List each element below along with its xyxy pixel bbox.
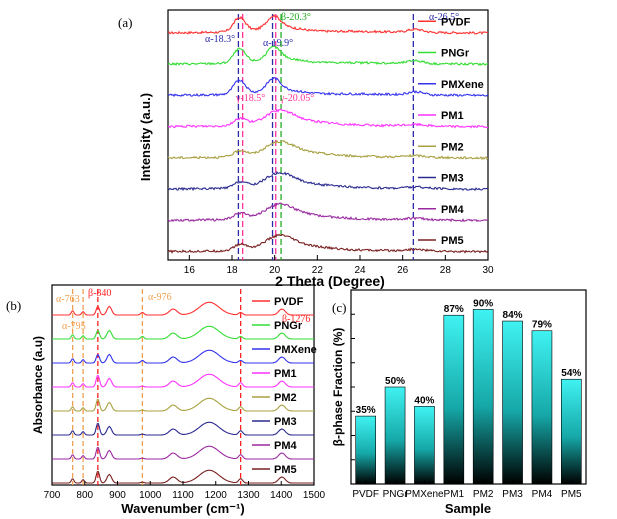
b-legend-label: PM3 — [274, 416, 297, 428]
b-xtick-label: 900 — [109, 490, 126, 501]
b-series-pm3-line — [52, 421, 314, 436]
b-series-pm1-line — [52, 373, 314, 388]
panel-a-frame — [167, 9, 489, 261]
b-xtick-label: 1200 — [205, 490, 228, 501]
c-bar-value-label: 40% — [414, 395, 434, 406]
a-series-pvdf-line — [167, 14, 489, 35]
a-series-pm2-line — [167, 139, 489, 161]
a-xtick-label: 18 — [226, 265, 238, 276]
c-bar-pmxene — [414, 406, 435, 485]
a-legend-label: PM1 — [441, 110, 464, 122]
a-ref-annotation: γ-20.05° — [279, 93, 314, 104]
b-ref-annotation: β-840 — [88, 288, 111, 299]
a-legend-label: PVDF — [441, 16, 471, 28]
a-series-pm5-line — [167, 233, 489, 254]
b-legend-label: PM1 — [274, 368, 297, 380]
a-series-pm1-line — [167, 108, 489, 129]
b-series-pvdf-line — [52, 301, 314, 316]
a-legend-label: PM4 — [441, 204, 465, 216]
c-bar-pm2 — [472, 309, 494, 485]
panel-c-ylabel: β-phase Fraction (%) — [331, 328, 345, 447]
a-xtick-label: 20 — [269, 265, 281, 276]
a-ref-annotation: α-26.5° — [429, 12, 459, 23]
a-legend-label: PMXene — [441, 79, 484, 91]
a-xtick-label: 16 — [184, 265, 196, 276]
b-ref-annotation: α-763 — [56, 294, 80, 305]
b-xtick-label: 800 — [76, 490, 93, 501]
a-ref-annotation: γ-18.5° — [235, 93, 265, 104]
c-bar-pvdf — [355, 415, 376, 485]
panel-b-xlabel: Wavenumber (cm⁻¹) — [121, 501, 244, 516]
c-bar-value-label: 35% — [356, 405, 376, 416]
panel-a-ylabel: Intensity (a.u.) — [138, 93, 153, 181]
c-bar-pm5 — [561, 378, 582, 485]
b-xtick-label: 1000 — [139, 490, 162, 501]
panel-b-ylabel: Absorbance (a.u) — [31, 336, 45, 434]
c-bar-value-label: 54% — [561, 368, 581, 379]
a-series-pm3-line — [167, 171, 489, 192]
c-bar-pm1 — [443, 314, 465, 485]
c-bar-value-label: 87% — [444, 304, 464, 315]
b-legend-label: PM5 — [274, 464, 297, 476]
c-xtick-label: PM5 — [561, 489, 582, 500]
a-xtick-label: 28 — [440, 265, 452, 276]
panel-b-label: (b) — [6, 298, 21, 313]
c-bar-pngr — [384, 386, 406, 485]
a-ref-annotation: β-20.3° — [281, 12, 311, 23]
a-series-pngr-line — [167, 45, 489, 67]
c-xtick-label: PVDF — [352, 489, 379, 500]
b-xtick-label: 700 — [44, 490, 61, 501]
b-xtick-label: 1300 — [237, 490, 260, 501]
b-ref-annotation: α-795 — [62, 321, 86, 332]
a-xtick-label: 22 — [312, 265, 324, 276]
b-series-pmxene-line — [52, 349, 314, 364]
a-legend-label: PM2 — [441, 141, 464, 153]
a-series-pmxene-line — [167, 76, 489, 98]
a-ref-annotation: α-19.9° — [263, 38, 293, 49]
c-xtick-label: PNGr — [383, 489, 409, 500]
b-legend-label: PNGr — [274, 320, 303, 332]
c-xtick-label: PM3 — [502, 489, 523, 500]
b-series-pm4-line — [52, 445, 314, 460]
c-bar-value-label: 84% — [503, 310, 523, 321]
a-series-pm4-line — [167, 202, 489, 223]
c-bar-pm3 — [502, 320, 523, 485]
b-series-pngr-line — [52, 325, 314, 340]
b-xtick-label: 1500 — [303, 490, 326, 501]
a-xtick-label: 26 — [397, 265, 409, 276]
a-legend-label: PM5 — [441, 235, 464, 247]
c-xtick-label: PMXene — [405, 489, 444, 500]
b-legend-label: PM4 — [274, 440, 298, 452]
a-legend-label: PNGr — [441, 48, 470, 60]
c-bar-value-label: 50% — [385, 376, 405, 387]
panel-c-xlabel: Sample — [445, 501, 491, 516]
a-ref-annotation: α-18.3° — [205, 34, 235, 45]
b-xtick-label: 1400 — [270, 490, 293, 501]
c-bar-pm4 — [531, 330, 553, 485]
panel-a-label: (a) — [118, 15, 132, 30]
a-xtick-label: 24 — [354, 265, 366, 276]
a-xtick-label: 30 — [482, 265, 494, 276]
c-xtick-label: PM4 — [532, 489, 553, 500]
b-ref-annotation: β-1276 — [282, 314, 310, 325]
c-bar-value-label: 90% — [473, 298, 493, 309]
c-bar-value-label: 79% — [532, 320, 552, 331]
b-xtick-label: 1100 — [172, 490, 194, 501]
c-xtick-label: PM1 — [444, 489, 465, 500]
c-xtick-label: PM2 — [473, 489, 494, 500]
b-legend-label: PM2 — [274, 392, 297, 404]
b-legend-label: PMXene — [274, 344, 317, 356]
panel-a-xlabel: 2 Theta (Degree) — [275, 273, 385, 289]
b-legend-label: PVDF — [274, 296, 304, 308]
a-legend-label: PM3 — [441, 173, 464, 185]
b-series-pm2-line — [52, 397, 314, 412]
panel-c-label: (c) — [332, 300, 346, 315]
b-ref-annotation: α-976 — [148, 292, 172, 303]
